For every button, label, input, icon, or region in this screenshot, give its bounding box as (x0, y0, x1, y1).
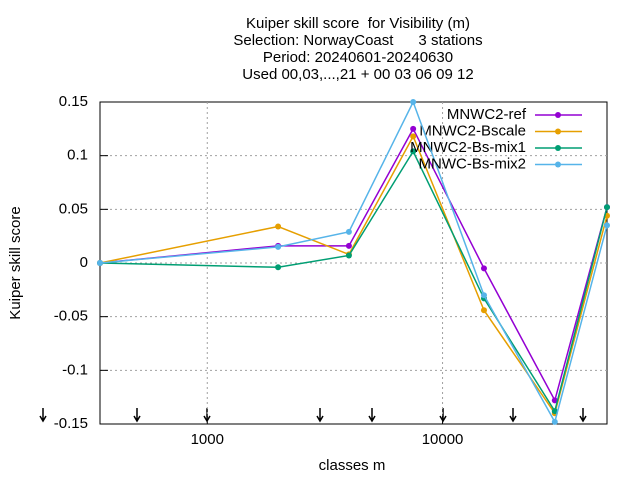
legend-label: MNWC2-ref (447, 106, 527, 123)
x-tick-label: 10000 (422, 431, 464, 448)
data-point (480, 292, 487, 299)
legend-marker (555, 128, 561, 135)
data-point (480, 265, 487, 272)
data-point (410, 125, 417, 132)
legend-marker (555, 145, 561, 151)
data-point (604, 222, 610, 229)
data-point (480, 307, 487, 314)
legend-label: MNWC2-Bs-mix1 (410, 139, 526, 156)
y-axis-label: Kuiper skill score (7, 206, 24, 319)
chart-title: Selection: NorwayCoast 3 stations (233, 32, 482, 49)
chart-title: Period: 20240601-20240630 (263, 49, 453, 66)
data-point (551, 408, 558, 415)
y-tick-label: -0.1 (62, 361, 88, 378)
data-point (345, 228, 352, 235)
data-point (551, 397, 558, 404)
legend-marker (555, 161, 561, 168)
y-tick-label: -0.05 (54, 308, 88, 325)
legend-label: MNWC2-Bscale (419, 122, 526, 139)
data-point (410, 99, 417, 105)
series-line (99, 134, 608, 416)
chart-title: Kuiper skill score for Visibility (m) (246, 15, 470, 32)
data-point (604, 204, 610, 211)
data-point (275, 243, 282, 250)
class-arrows (39, 408, 587, 423)
legend-label: MNWC-Bs-mix2 (419, 155, 526, 172)
data-point (410, 148, 417, 155)
y-tick-label: 0.15 (59, 93, 88, 110)
y-tick-label: -0.15 (54, 415, 88, 432)
data-point (551, 418, 558, 425)
series-line (99, 149, 608, 413)
data-point (275, 223, 282, 230)
y-tick-label: 0.1 (67, 147, 88, 164)
data-point (97, 260, 103, 266)
data-point (275, 264, 282, 271)
x-tick-label: 1000 (191, 431, 224, 448)
data-point (410, 133, 417, 140)
chart-title: Used 00,03,...,21 + 00 03 06 09 12 (242, 66, 473, 83)
data-point (345, 242, 352, 249)
y-tick-label: 0.05 (59, 200, 88, 217)
y-tick-label: 0 (80, 254, 88, 271)
data-point (345, 252, 352, 259)
x-axis-label: classes m (319, 457, 386, 474)
legend-marker (555, 112, 561, 118)
